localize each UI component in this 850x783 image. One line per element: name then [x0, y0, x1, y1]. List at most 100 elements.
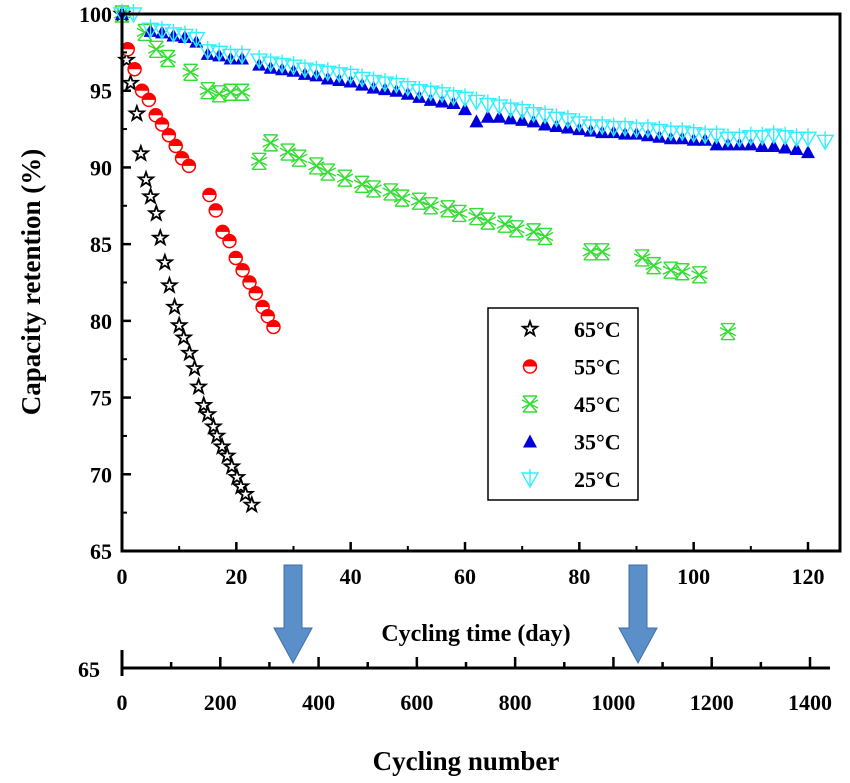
circle-top-fill: [266, 320, 280, 327]
y-tick-label: 95: [90, 79, 112, 104]
data-point: [730, 128, 749, 148]
legend-label: 45°C: [574, 392, 621, 417]
data-point: [478, 94, 498, 114]
circle-top-fill: [523, 360, 537, 367]
data-point: [492, 109, 507, 123]
data-point: [508, 220, 525, 238]
data-point: [261, 53, 280, 73]
x-tick-label: 20: [225, 564, 247, 589]
data-point: [242, 494, 262, 514]
triangle-up-shape: [766, 138, 781, 152]
data-point: [146, 203, 167, 222]
triangle-down-shape: [221, 45, 240, 65]
hourglass-shape: [290, 149, 308, 167]
circle-top-fill: [261, 309, 275, 317]
data-point: [479, 212, 497, 230]
circle-top-fill: [162, 128, 176, 136]
triangle-down-shape: [673, 122, 692, 142]
triangle-down-shape: [318, 62, 338, 82]
secondary-tick-label: 600: [400, 690, 433, 715]
data-point: [231, 476, 251, 495]
triangle-down-shape: [141, 19, 160, 39]
data-point: [120, 72, 141, 92]
star-shape: [140, 186, 161, 205]
secondary-tick-label: 200: [204, 690, 237, 715]
data-point: [421, 82, 440, 102]
data-point: [199, 82, 217, 100]
circle-top-fill: [236, 263, 250, 271]
y-axis-label: Capacity retention (%): [16, 149, 46, 415]
secondary-axis-label: Cycling number: [373, 746, 560, 776]
data-point: [198, 40, 217, 61]
triangle-down-shape: [520, 469, 540, 489]
data-point: [582, 243, 600, 261]
triangle-down-shape: [164, 23, 183, 44]
star-shape: [150, 227, 171, 247]
data-point: [490, 96, 509, 116]
triangle-down-shape: [592, 116, 612, 136]
y-tick-label: 70: [90, 462, 112, 487]
y-tick-label: 65: [90, 539, 112, 564]
hourglass-shape: [673, 263, 691, 281]
data-point: [228, 250, 244, 266]
data-point: [512, 100, 532, 121]
triangle-down-shape: [501, 99, 520, 119]
data-point: [307, 60, 326, 81]
data-point: [174, 150, 190, 166]
y-tick-label: 85: [90, 232, 112, 257]
data-point: [182, 63, 199, 82]
star-shape: [136, 169, 156, 188]
circle-top-fill: [242, 276, 256, 283]
circle-top-fill: [182, 159, 196, 166]
data-point: [410, 192, 428, 210]
triangle-up-shape: [778, 140, 793, 154]
data-point: [217, 445, 237, 465]
data-point: [387, 74, 406, 94]
data-marks: [112, 3, 835, 514]
hourglass-shape: [422, 197, 440, 215]
data-point: [181, 158, 197, 174]
data-point: [604, 117, 623, 137]
data-point: [233, 83, 251, 101]
triangle-down-shape: [410, 80, 429, 101]
data-point: [775, 126, 795, 147]
data-point: [798, 128, 818, 148]
secondary-tick-label: 0: [117, 690, 128, 715]
circle-top-fill: [169, 139, 183, 146]
data-point: [496, 215, 514, 233]
legend-box: [487, 307, 639, 501]
data-point: [164, 296, 185, 316]
data-point: [615, 117, 635, 137]
star-shape: [146, 203, 167, 222]
star-shape: [188, 376, 209, 396]
data-point: [764, 125, 783, 145]
data-point: [131, 143, 151, 162]
star-shape: [235, 483, 256, 503]
data-point: [188, 376, 209, 396]
data-point: [147, 40, 165, 58]
data-point: [439, 200, 457, 218]
hourglass-shape: [662, 261, 680, 279]
star-shape: [155, 252, 175, 271]
data-point: [718, 128, 738, 148]
triangle-down-shape: [198, 40, 217, 61]
data-point: [458, 102, 472, 116]
data-point: [467, 91, 486, 111]
triangle-up-shape: [801, 145, 815, 159]
triangle-down-shape: [798, 128, 818, 148]
circle-top-fill: [128, 62, 142, 70]
data-point: [501, 99, 520, 119]
secondary-tick-label: 1000: [591, 690, 635, 715]
data-point: [364, 71, 383, 91]
triangle-down-shape: [604, 117, 623, 137]
data-point: [662, 261, 680, 279]
data-point: [633, 249, 651, 267]
data-point: [154, 117, 170, 132]
y-tick-label: 90: [90, 155, 112, 180]
hourglass-shape: [439, 200, 457, 218]
data-point: [319, 163, 337, 181]
data-point: [150, 227, 171, 247]
data-point: [684, 123, 703, 144]
circle-top-fill: [209, 203, 223, 211]
data-point: [650, 120, 669, 141]
